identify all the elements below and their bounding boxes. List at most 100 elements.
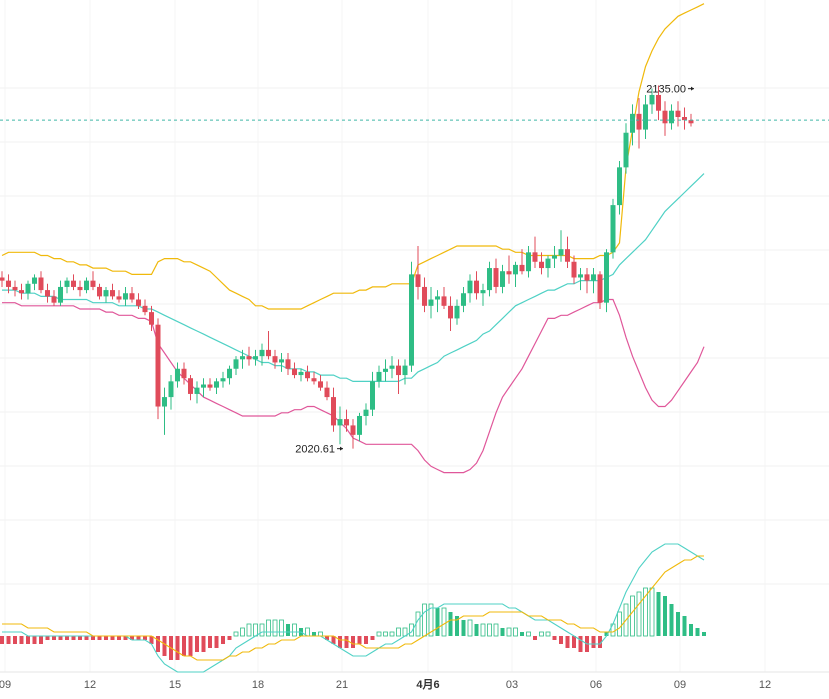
candle bbox=[630, 104, 635, 146]
x-tick-label: 12 bbox=[759, 679, 771, 691]
candle bbox=[233, 356, 239, 376]
macd-bar bbox=[292, 623, 297, 637]
macd-bar bbox=[156, 636, 160, 652]
macd-bar bbox=[676, 612, 680, 636]
macd-bar bbox=[39, 636, 43, 644]
candle bbox=[571, 255, 577, 284]
macd-bar bbox=[552, 636, 557, 640]
candle bbox=[480, 283, 486, 306]
candle bbox=[591, 268, 596, 294]
svg-text:2135.00: 2135.00 bbox=[646, 84, 686, 96]
macd-bar bbox=[656, 592, 661, 636]
macd-bar bbox=[65, 636, 69, 640]
candle bbox=[526, 246, 531, 278]
macd-bar bbox=[389, 631, 395, 637]
candle bbox=[662, 101, 668, 136]
macd-bar bbox=[344, 636, 349, 648]
x-tick-label: 09 bbox=[674, 679, 686, 691]
macd-bar bbox=[143, 636, 147, 640]
macd-bar bbox=[364, 636, 368, 644]
macd-bar bbox=[545, 631, 551, 637]
candle bbox=[584, 268, 590, 294]
macd-bar bbox=[591, 636, 596, 648]
macd-bar bbox=[71, 636, 76, 640]
macd-bar bbox=[533, 636, 537, 640]
candle bbox=[389, 356, 395, 379]
candle bbox=[175, 362, 180, 388]
candle bbox=[123, 286, 128, 306]
candle bbox=[675, 101, 681, 127]
candle bbox=[409, 261, 414, 372]
macd-bar bbox=[240, 627, 245, 637]
candle bbox=[12, 280, 18, 297]
candle bbox=[610, 198, 616, 259]
macd-bar bbox=[526, 631, 531, 637]
macd-bar bbox=[331, 636, 336, 644]
macd-bar bbox=[279, 619, 284, 637]
macd-bar bbox=[487, 623, 492, 637]
candle bbox=[97, 283, 102, 300]
candle bbox=[168, 375, 174, 410]
macd-bar bbox=[104, 636, 108, 640]
macd-bar bbox=[338, 636, 342, 648]
macd-bar bbox=[214, 636, 219, 648]
candle bbox=[220, 371, 226, 388]
bollinger-bands bbox=[1, 3, 705, 474]
candle bbox=[623, 123, 629, 174]
candle bbox=[103, 286, 109, 303]
candle bbox=[461, 286, 466, 313]
macd-bar bbox=[520, 632, 524, 636]
candle bbox=[272, 349, 278, 369]
macd-bar bbox=[598, 636, 602, 648]
candle bbox=[552, 246, 557, 269]
candle bbox=[539, 252, 544, 275]
candle bbox=[38, 271, 44, 294]
x-tick-label: 12 bbox=[84, 679, 96, 691]
macd-dif-line bbox=[2, 543, 705, 673]
macd-bar bbox=[84, 636, 89, 640]
candle bbox=[84, 277, 89, 294]
x-tick-label: 03 bbox=[506, 679, 518, 691]
candle bbox=[376, 365, 382, 388]
candle bbox=[32, 274, 37, 291]
candle bbox=[597, 271, 603, 309]
candle bbox=[454, 299, 460, 325]
macd-bar bbox=[435, 608, 440, 636]
macd-bar bbox=[195, 636, 199, 652]
candle bbox=[129, 286, 135, 303]
candle bbox=[396, 359, 401, 394]
candle bbox=[305, 365, 310, 382]
x-tick-label: 4月6 bbox=[416, 678, 439, 691]
macd-bar bbox=[253, 623, 258, 637]
candle bbox=[617, 161, 622, 215]
macd-bar bbox=[78, 636, 82, 640]
macd-bar bbox=[246, 623, 252, 637]
candle bbox=[285, 353, 291, 376]
macd-bar bbox=[689, 624, 693, 636]
macd-bar bbox=[286, 624, 290, 636]
macd-bar bbox=[136, 636, 141, 640]
candle bbox=[51, 290, 57, 306]
candle bbox=[448, 296, 453, 331]
macd-bar bbox=[26, 636, 30, 644]
x-tick-label: 21 bbox=[336, 679, 348, 691]
candle bbox=[331, 387, 336, 432]
candle bbox=[467, 274, 473, 303]
candle bbox=[383, 359, 388, 382]
macd-panel bbox=[0, 543, 706, 673]
macd-bar bbox=[58, 636, 63, 640]
macd-bar bbox=[325, 636, 329, 640]
candle bbox=[532, 236, 538, 269]
candle bbox=[643, 94, 648, 140]
candle bbox=[324, 381, 330, 401]
macd-bar bbox=[474, 624, 479, 636]
macd-bar bbox=[559, 636, 563, 644]
macd-bar bbox=[572, 636, 576, 648]
macd-bar bbox=[312, 632, 316, 636]
macd-bar bbox=[480, 623, 486, 637]
x-tick-label: 18 bbox=[252, 679, 264, 691]
grid bbox=[0, 0, 829, 673]
candle bbox=[298, 368, 304, 382]
candle bbox=[350, 419, 356, 449]
